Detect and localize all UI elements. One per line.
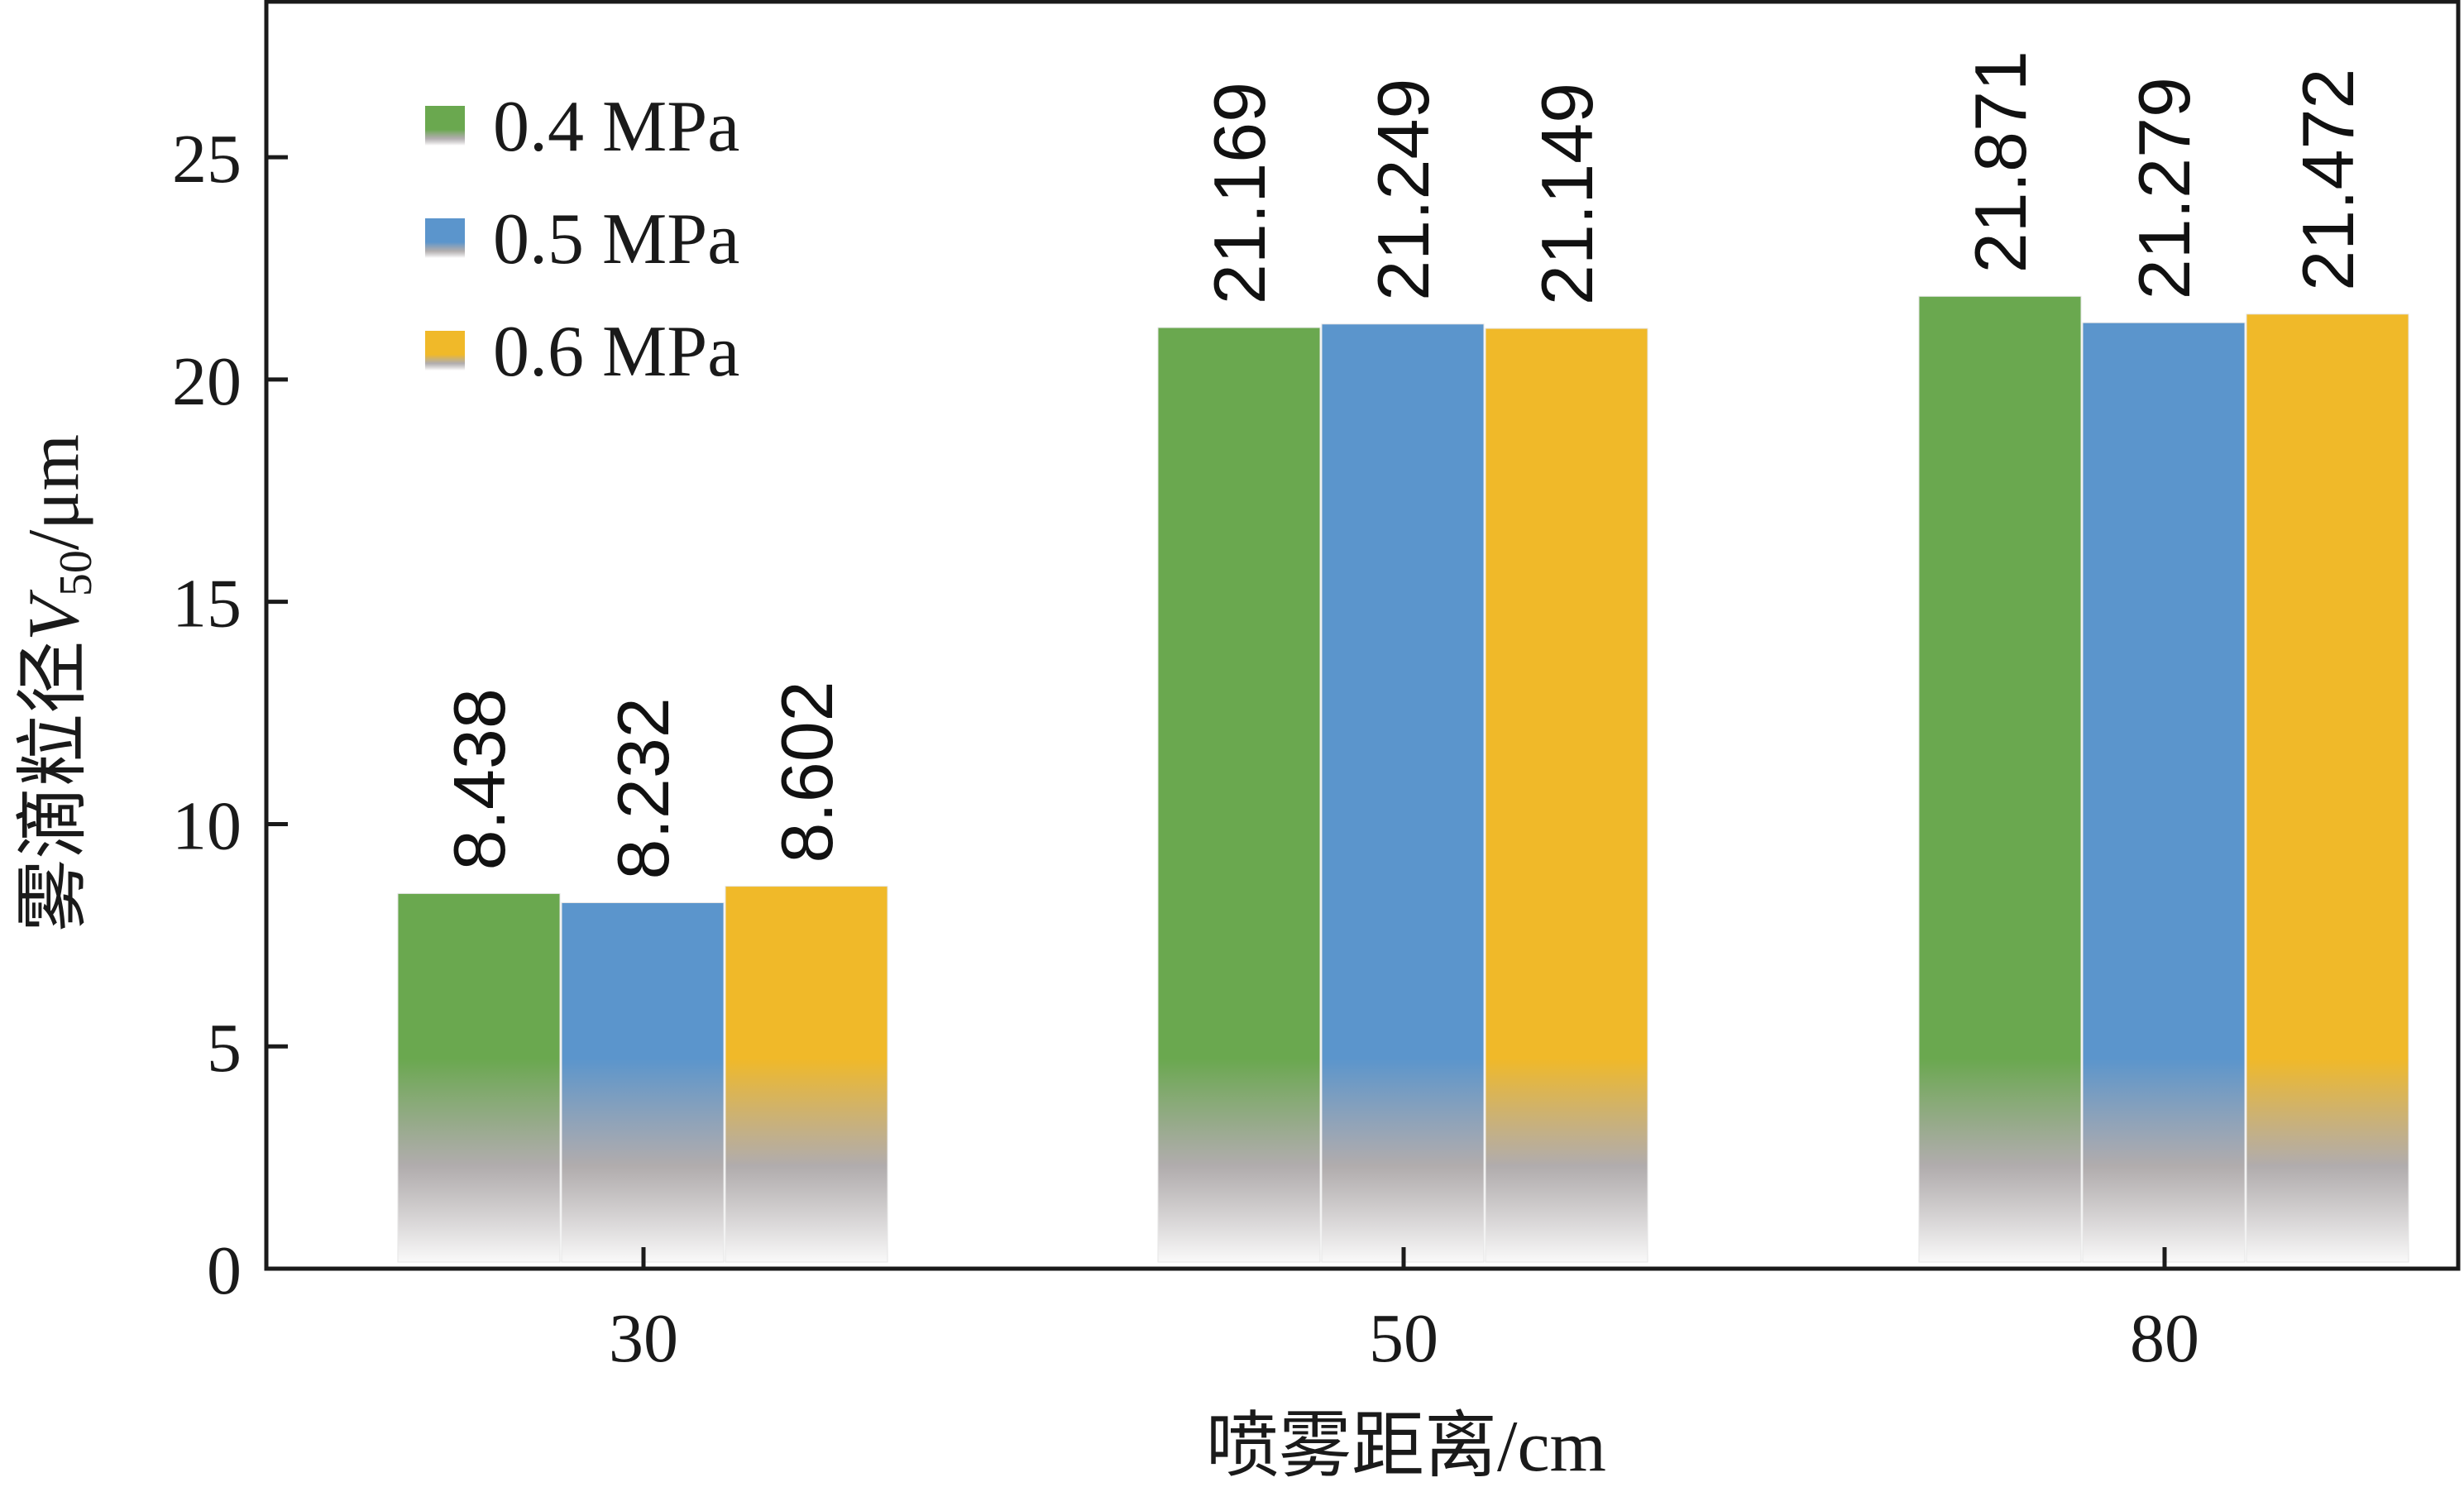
y-tick-label: 5 [207, 1010, 242, 1087]
y-axis-title-symbol: V [14, 589, 94, 641]
bar [1485, 328, 1648, 1263]
data-label: 8.602 [766, 681, 848, 863]
bars-layer [397, 295, 2409, 1263]
legend-swatch [425, 331, 465, 371]
legend-item: 0.6 MPa [425, 312, 739, 392]
bar [1321, 323, 1485, 1263]
y-axis: 0 5 10 15 20 25 [172, 121, 288, 1309]
legend-item: 0.4 MPa [425, 87, 739, 167]
bar [725, 886, 888, 1263]
data-label: 21.279 [2123, 77, 2205, 299]
y-tick-label: 10 [172, 787, 242, 864]
data-label: 21.472 [2287, 69, 2369, 291]
plot-frame [264, 0, 2461, 1271]
data-label: 21.249 [1362, 79, 1444, 301]
bar [2082, 322, 2246, 1263]
legend-item: 0.5 MPa [425, 199, 739, 280]
legend: 0.4 MPa 0.5 MPa 0.6 MPa [425, 87, 739, 392]
y-axis-title: 雾滴粒径V50/μm [14, 434, 102, 932]
data-label: 8.438 [438, 688, 520, 870]
x-axis-title: 喷雾距离/cm [1206, 1407, 1606, 1487]
legend-label: 0.6 MPa [493, 312, 739, 392]
y-tick-label: 0 [207, 1232, 242, 1309]
bar [2246, 313, 2409, 1263]
legend-swatch [425, 106, 465, 146]
data-label: 21.871 [1959, 50, 2041, 273]
x-tick-label: 30 [609, 1300, 678, 1377]
legend-label: 0.4 MPa [493, 87, 739, 167]
x-axis: 30 50 80 [609, 1247, 2199, 1377]
data-label: 21.169 [1199, 82, 1280, 304]
y-axis-title-suffix: /μm [14, 434, 94, 550]
bar [1918, 295, 2082, 1263]
x-tick-label: 50 [1369, 1300, 1438, 1377]
y-axis-title-subscript: 50 [50, 550, 102, 596]
y-tick-label: 15 [172, 566, 242, 643]
y-axis-title-prefix: 雾滴粒径 [14, 641, 94, 932]
x-tick-label: 80 [2130, 1300, 2199, 1377]
data-labels-layer: 8.438 8.232 8.602 21.169 21.249 21.149 21.871 2… [438, 50, 2369, 879]
bar [1157, 327, 1321, 1263]
bar [561, 902, 725, 1263]
y-tick-label: 25 [172, 121, 242, 198]
legend-swatch [425, 218, 465, 258]
legend-label: 0.5 MPa [493, 199, 739, 280]
data-label: 21.149 [1526, 83, 1608, 305]
bar [397, 892, 561, 1263]
y-tick-label: 20 [172, 343, 242, 420]
data-label: 8.232 [602, 697, 684, 879]
